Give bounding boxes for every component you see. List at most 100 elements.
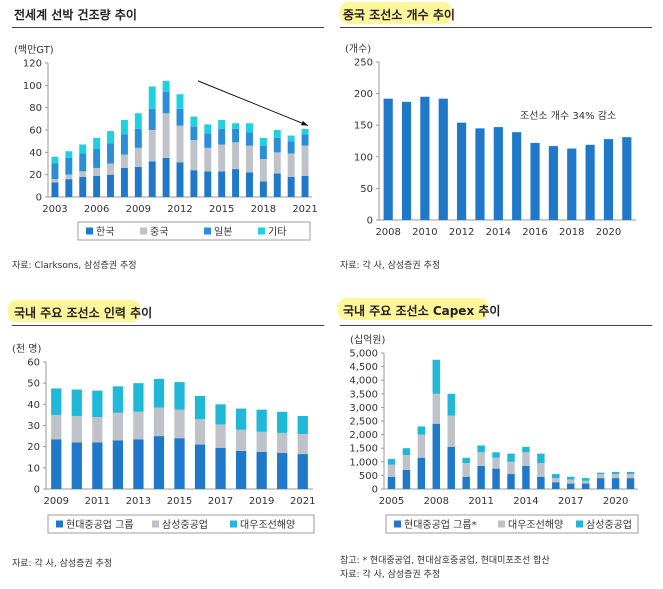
- chart4-bar-대우조선해양-2007: [417, 434, 426, 458]
- chart1-bar-일본-2015: [218, 128, 226, 145]
- chart2-xtick-label: 2016: [522, 227, 547, 238]
- chart1-bar-한국-2007: [107, 174, 114, 197]
- chart1-xtick-label: 2006: [84, 204, 109, 215]
- panel4-note: 참고: * 현대중공업, 현대삼호중공업, 현대미포조선 합산: [340, 556, 550, 566]
- chart3-bar-현대중공업 그룹-2017: [215, 447, 226, 489]
- chart4-bar-대우조선해양-2009: [447, 415, 455, 447]
- chart4-ytick-label: 4,500: [349, 362, 378, 373]
- chart3-bar-삼성중공업-2015: [174, 409, 185, 439]
- chart3-bar-현대중공업 그룹-2016: [194, 444, 206, 489]
- chart2-ytick-label: 150: [354, 121, 373, 132]
- chart1-bar-한국-2021: [301, 175, 309, 197]
- chart1-bar-중국-2016: [232, 142, 240, 170]
- chart4-bar-삼성중공업-2007: [417, 426, 426, 435]
- chart3-xtick-label: 2021: [290, 496, 315, 507]
- chart2-ytick-label: 250: [354, 58, 373, 69]
- chart3-bar-현대중공업 그룹-2019: [256, 451, 267, 489]
- chart3-ytick-label: 30: [27, 421, 40, 432]
- chart3-bar-대우조선해양-2016: [194, 395, 206, 420]
- chart3-bar-대우조선해양-2013: [133, 383, 144, 412]
- chart3-bar-삼성중공업-2017: [215, 424, 226, 448]
- chart2-ytick-label: 200: [354, 89, 373, 100]
- chart4-ytick-label: 3,000: [349, 403, 378, 414]
- chart1-bar-중국-2021: [301, 145, 309, 176]
- chart3-bar-현대중공업 그룹-2012: [112, 440, 124, 489]
- chart1-bar-일본-2016: [232, 128, 240, 143]
- chart1-bar-한국-2017: [246, 172, 253, 197]
- chart4-ytick-label: 3,500: [349, 389, 378, 400]
- chart3-bar-현대중공업 그룹-2011: [92, 442, 103, 489]
- chart4-bar-삼성중공업-2015: [537, 453, 545, 464]
- chart1-bar-기타-2008: [120, 119, 128, 135]
- chart4-ytick-label: 1,000: [349, 457, 378, 468]
- chart3-xtick-label: 2009: [44, 496, 69, 507]
- chart1-bar-기타-2004: [65, 151, 73, 158]
- chart4-bar-현대중공업 그룹-2017: [567, 483, 575, 489]
- chart1-legend-swatch: [204, 227, 211, 235]
- chart3-bar-현대중공업 그룹-2009: [51, 439, 62, 489]
- chart1-bar-중국-2019: [273, 152, 281, 174]
- chart4-bar-삼성중공업-2011: [477, 445, 485, 453]
- panel4-title: 국내 주요 조선소 Capex 추이: [343, 304, 501, 318]
- chart1-bar-중국-2003: [51, 179, 59, 183]
- chart4-bar-현대중공업 그룹-2012: [492, 468, 500, 489]
- chart1-bar-한국-2018: [259, 181, 267, 197]
- chart3-bar-대우조선해양-2020: [277, 411, 288, 433]
- chart2-bar-2019: [585, 144, 595, 220]
- panel2-title: 중국 조선소 개수 추이: [343, 8, 455, 22]
- chart1-bar-중국-2012: [176, 125, 184, 163]
- chart1-ytick-label: 80: [29, 103, 42, 114]
- chart1-bar-기타-2019: [273, 130, 281, 138]
- chart4-bar-대우조선해양-2013: [507, 461, 515, 475]
- chart1-bar-중국-2020: [287, 153, 295, 177]
- chart4-bar-현대중공업 그룹-2010: [462, 476, 470, 489]
- chart4-bar-삼성중공업-2020: [611, 471, 620, 475]
- chart4-legend-swatch: [394, 520, 401, 528]
- chart4-bar-삼성중공업-2014: [522, 446, 530, 453]
- chart4-bar-현대중공업 그룹-2014: [522, 465, 530, 489]
- chart1-bar-기타-2009: [134, 113, 142, 129]
- chart1-bar-한국-2014: [204, 171, 212, 197]
- chart4-bar-현대중공업 그룹-2021: [626, 478, 635, 489]
- chart2-bar-2015: [512, 132, 522, 220]
- chart1-bar-기타-2017: [246, 123, 253, 133]
- chart3-bar-대우조선해양-2015: [174, 382, 185, 410]
- panel1-source: 자료: Clarksons, 삼성증권 추정: [12, 261, 137, 271]
- chart4-bar-대우조선해양-2012: [492, 457, 500, 469]
- chart2-xtick-label: 2012: [449, 227, 474, 238]
- chart3-xtick-label: 2013: [126, 496, 151, 507]
- panel4-source: 자료: 각 사, 삼성증권 추정: [340, 570, 441, 580]
- chart3-bar-대우조선해양-2014: [153, 378, 165, 408]
- chart1-bar-한국-2019: [273, 173, 281, 197]
- chart4-legend-box: [385, 514, 639, 534]
- panel3-title-highlight: [8, 300, 140, 322]
- chart1-legend-label: 한국: [96, 226, 114, 238]
- chart3-xtick-label: 2019: [249, 496, 274, 507]
- chart2-bar-2020: [603, 139, 614, 220]
- chart4-bar-현대중공업 그룹-2019: [596, 478, 605, 489]
- panel3-source: 자료: 각 사, 삼성증권 추정: [12, 559, 113, 569]
- chart3-bar-대우조선해양-2011: [92, 390, 103, 418]
- chart4-bar-현대중공업 그룹-2016: [552, 482, 560, 489]
- chart1-ytick-label: 20: [29, 170, 42, 181]
- chart3-ytick-label: 40: [27, 400, 40, 411]
- chart3-bar-현대중공업 그룹-2015: [174, 438, 185, 489]
- chart2-bar-2013: [475, 128, 485, 220]
- chart1-ytick-label: 40: [29, 148, 42, 159]
- chart3-bar-현대중공업 그룹-2021: [297, 454, 308, 489]
- chart3-xtick-label: 2015: [167, 496, 192, 507]
- chart1-bar-한국-2003: [51, 182, 59, 197]
- chart1-legend-box: [77, 221, 311, 241]
- chart1-bar-한국-2009: [134, 166, 142, 197]
- chart4-bar-대우조선해양-2014: [522, 452, 530, 466]
- chart2-ytick-label: 100: [354, 152, 373, 163]
- chart1-bar-기타-2007: [107, 131, 114, 144]
- chart1-bar-일본-2011: [162, 92, 170, 114]
- chart4-bar-대우조선해양-2006: [402, 455, 411, 470]
- chart3-legend-label: 현대중공업 그룹: [66, 518, 134, 531]
- chart4-bar-현대중공업 그룹-2005: [387, 476, 396, 489]
- chart1-legend-swatch: [258, 227, 265, 235]
- chart1-bar-일본-2006: [93, 148, 101, 168]
- chart4-bar-삼성중공업-2019: [596, 472, 605, 475]
- chart2-bar-2014: [493, 127, 503, 220]
